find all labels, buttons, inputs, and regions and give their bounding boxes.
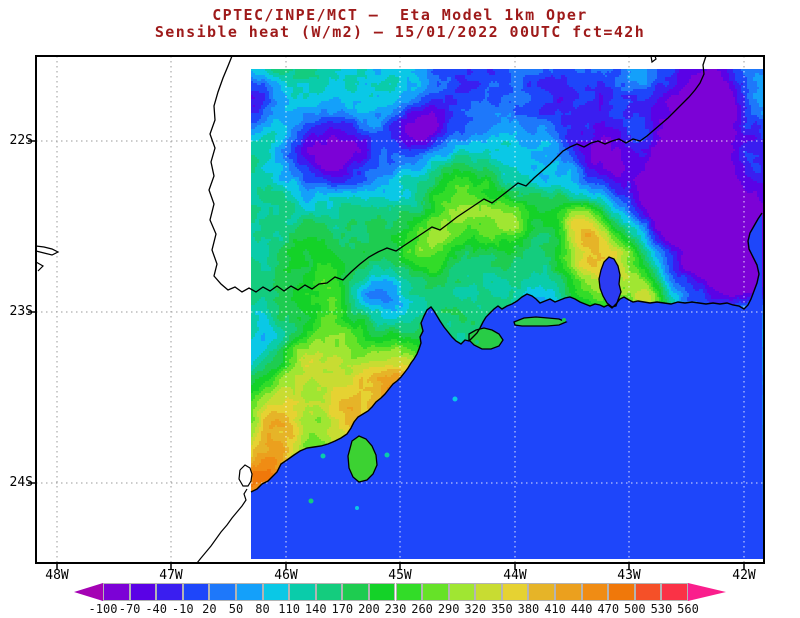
colorbar-label: 200 xyxy=(358,602,380,616)
colorbar-label: 530 xyxy=(650,602,673,616)
island-path-marambaia xyxy=(513,316,568,327)
coast-fragment-path xyxy=(35,261,44,272)
colorbar-label: 230 xyxy=(384,602,407,616)
colorbar-label: 380 xyxy=(517,602,540,616)
island-dot xyxy=(320,453,326,459)
colorbar-segment xyxy=(368,583,396,601)
plot-title: CPTEC/INPE/MCT – Eta Model 1km Oper xyxy=(212,6,588,24)
plot-subtitle: Sensible heat (W/m2) – 15/01/2022 00UTC … xyxy=(154,23,646,41)
colorbar-segment xyxy=(182,583,210,601)
colorbar-label: -100 xyxy=(88,602,118,616)
colorbar-label: 350 xyxy=(491,602,513,616)
colorbar-segment xyxy=(422,583,449,601)
colorbar-label: -40 xyxy=(145,602,168,616)
colorbar-segment xyxy=(634,583,662,601)
colorbar-segment xyxy=(395,583,423,601)
y-axis-label: 23S xyxy=(9,304,33,319)
colorbar-label: 260 xyxy=(411,602,433,616)
island-dot xyxy=(562,318,566,322)
colorbar-label: 80 xyxy=(255,602,270,616)
colorbar-segment xyxy=(129,583,157,601)
x-axis-label: 46W xyxy=(274,568,298,583)
coastline-sw-path xyxy=(196,488,248,564)
island-path-ilha-grande xyxy=(468,327,504,350)
colorbar-segment xyxy=(209,583,236,601)
colorbar-label: 20 xyxy=(202,602,217,616)
colorbar-label: 170 xyxy=(331,602,354,616)
island-dot xyxy=(475,340,479,344)
colorbar-segment xyxy=(235,583,263,601)
colorbar-label: -10 xyxy=(171,602,194,616)
colorbar-label: 470 xyxy=(597,602,620,616)
border-fragment-path xyxy=(650,55,657,64)
colorbar-segment xyxy=(475,583,502,601)
x-axis-label: 48W xyxy=(45,568,69,583)
colorbar-label: 290 xyxy=(437,602,460,616)
island-path-ilhabela xyxy=(347,435,378,483)
colorbar-over-arrow xyxy=(688,583,726,601)
colorbar-segment xyxy=(448,583,476,601)
colorbar-segment xyxy=(262,583,290,601)
colorbar-segment xyxy=(608,583,635,601)
y-axis-label: 22S xyxy=(9,133,33,148)
colorbar-label: 320 xyxy=(464,602,487,616)
colorbar-segment xyxy=(156,583,183,601)
guanabara-bay-path xyxy=(598,256,622,308)
colorbar-segment xyxy=(342,583,369,601)
coastline-path xyxy=(250,212,763,493)
x-axis-label: 43W xyxy=(617,568,641,583)
colorbar-segment xyxy=(103,583,130,601)
colorbar-segment xyxy=(315,583,343,601)
state-border-path xyxy=(208,55,707,293)
colorbar-label: 560 xyxy=(677,602,699,616)
heatmap-canvas xyxy=(251,69,763,559)
colorbar-label: 410 xyxy=(544,602,566,616)
colorbar-segment xyxy=(501,583,529,601)
colorbar-label: 50 xyxy=(228,602,244,616)
colorbar-segment xyxy=(289,583,316,601)
white-grid-group xyxy=(251,69,763,559)
x-axis-label: 42W xyxy=(732,568,756,583)
y-axis-label: 24S xyxy=(9,475,33,490)
island-dot xyxy=(308,498,314,504)
island-dot xyxy=(384,452,390,458)
colorbar-segment xyxy=(528,583,556,601)
x-axis-label: 45W xyxy=(388,568,412,583)
colorbar-segment xyxy=(555,583,582,601)
colorbar-label: 110 xyxy=(278,602,300,616)
colorbar-label: 500 xyxy=(623,602,646,616)
x-axis-label: 44W xyxy=(503,568,527,583)
coast-fragment-path xyxy=(35,245,60,256)
colorbar-segment xyxy=(581,583,609,601)
colorbar-segment xyxy=(661,583,688,601)
colorbar-label: -70 xyxy=(118,602,141,616)
frame-rect xyxy=(35,55,765,564)
colorbar-under-arrow xyxy=(74,583,103,601)
estuary-circle-path xyxy=(238,464,253,487)
colorbar-label: 440 xyxy=(570,602,593,616)
x-axis-label: 47W xyxy=(159,568,183,583)
colorbar-label: 140 xyxy=(304,602,327,616)
island-dot xyxy=(452,396,458,402)
island-dot xyxy=(355,506,359,510)
